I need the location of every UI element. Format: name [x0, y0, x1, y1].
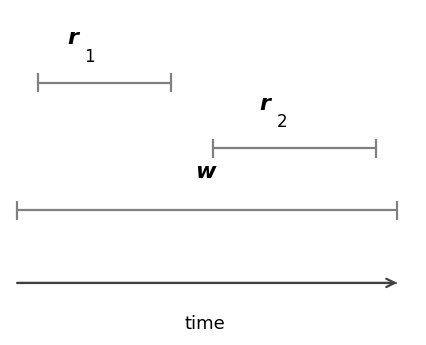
Text: 1: 1	[84, 48, 95, 66]
Text: time: time	[184, 315, 225, 333]
Text: r: r	[259, 93, 270, 114]
Text: r: r	[67, 28, 78, 48]
Text: 2: 2	[276, 114, 286, 131]
Text: w: w	[194, 162, 215, 183]
